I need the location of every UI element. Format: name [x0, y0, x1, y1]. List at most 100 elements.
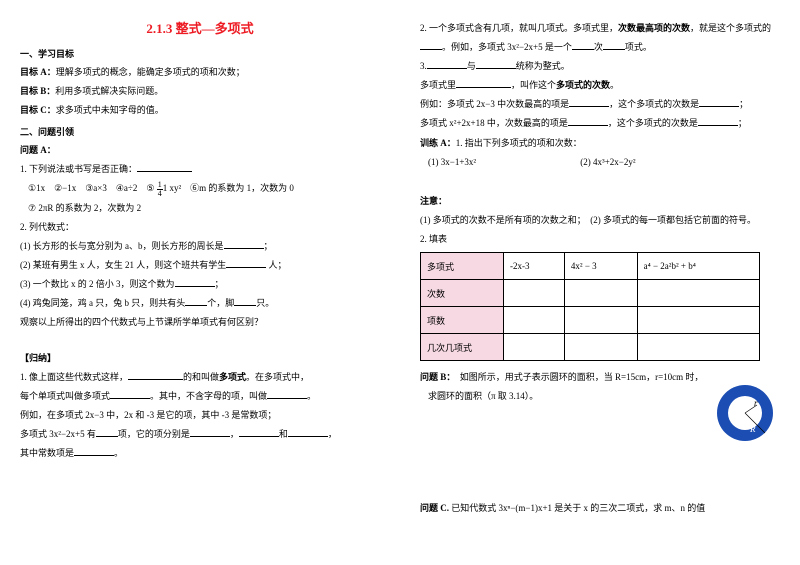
- blank: [420, 40, 442, 50]
- th-degree: 次数: [421, 280, 504, 307]
- qb-text: 如图所示，用式子表示圆环的面积，当 R=15cm，r=10cm 时，: [460, 372, 704, 382]
- goal-b-label: 目标 B：: [20, 86, 55, 96]
- r4: 多项式里 ，叫作这个多项式的次数。: [420, 77, 780, 94]
- qc-text: 已知代数式 3xⁿ−(m−1)x+1 是关于 x 的三次二项式，求 m、n 的值: [449, 503, 705, 513]
- goal-c-line: 目标 C：求多项式中未知字母的值。: [20, 102, 380, 119]
- blank: [110, 389, 150, 399]
- q2-3-text: (3) 一个数比 x 的 2 倍小 3，则这个数为: [20, 279, 175, 289]
- spacer: [420, 448, 780, 498]
- cell-blank: [504, 280, 565, 307]
- train-a-exercises: (1) 3x−1+3x² (2) 4x³+2x−2y²: [420, 154, 780, 171]
- note-head: 注意：: [420, 193, 780, 210]
- th-poly: 多项式: [421, 253, 504, 280]
- note-bold: 注意：: [420, 196, 447, 206]
- goal-b-line: 目标 B：利用多项式解决实际问题。: [20, 83, 380, 100]
- q1-opts-a: ①1x ②−1x ③a×3 ④a÷2 ⑤: [28, 183, 157, 193]
- blank: [226, 258, 266, 268]
- r6a: 多项式 x²+2x+18 中，次数最高的项是: [420, 118, 568, 128]
- blank: [603, 40, 625, 50]
- q2-3: (3) 一个数比 x 的 2 倍小 3，则这个数为；: [20, 276, 380, 293]
- r2: 。例如，多项式 3x²−2x+5 是一个次项式。: [420, 39, 780, 56]
- question-a-label: 问题 A：: [20, 142, 380, 159]
- fill-label: 2. 填表: [420, 231, 780, 248]
- table-row: 次数: [421, 280, 760, 307]
- g5-text: 其中常数项是: [20, 448, 74, 458]
- blank: [476, 59, 516, 69]
- table-row: 几次几项式: [421, 334, 760, 361]
- blank: [137, 162, 192, 172]
- spacer: [420, 173, 780, 191]
- qc-label: 问题 C.: [420, 503, 449, 513]
- ex2: (2) 4x³+2x−2y²: [580, 157, 635, 167]
- blank: [572, 40, 594, 50]
- r4d: 。: [610, 80, 619, 90]
- blank: [224, 239, 264, 249]
- blank: [185, 296, 207, 306]
- g4: 多项式 3x²−2x+5 有项，它的项分别是，和，: [20, 426, 380, 443]
- blank: [427, 59, 467, 69]
- r4c-bold: 多项式的次数: [556, 80, 610, 90]
- cell-blank: [504, 334, 565, 361]
- cell-blank: [564, 334, 637, 361]
- tc2: 4x² − 3: [564, 253, 637, 280]
- cell-blank: [504, 307, 565, 334]
- blank: [267, 389, 307, 399]
- goal-c-label: 目标 C：: [20, 105, 56, 115]
- g2a: 每个单项式叫做多项式: [20, 391, 110, 401]
- ex1: (1) 3x−1+3x²: [428, 154, 578, 171]
- qb-label: 问题 B：: [420, 372, 451, 382]
- r2a: 。例如，多项式 3x²−2x+5 是一个: [442, 42, 572, 52]
- g1a: 1. 像上面这些代数式这样，: [20, 372, 128, 382]
- note-body: (1) 多项式的次数不是所有项的次数之和； (2) 多项式的每一项都包括它前面的…: [420, 212, 780, 229]
- ring-r-label: r: [754, 398, 758, 408]
- g2: 每个单项式叫做多项式。其中，不含字母的项，叫做。: [20, 388, 380, 405]
- blank: [239, 427, 279, 437]
- q2-1-text: (1) 长方形的长与宽分别为 a、b，则长方形的周长是: [20, 241, 224, 251]
- q1-opts-line2: ⑦ 2πR 的系数为 2，次数为 2: [20, 200, 380, 217]
- ring-lines-icon: [710, 378, 780, 448]
- g1d: 。在多项式中，: [246, 372, 309, 382]
- r4b: ，叫作这个: [511, 80, 556, 90]
- g1c-bold: 多项式: [219, 372, 246, 382]
- blank: [698, 116, 738, 126]
- q2-4a: (4) 鸡兔同笼，鸡 a 只，兔 b 只，则共有头: [20, 298, 185, 308]
- r4a: 多项式里: [420, 80, 456, 90]
- r3: 3.与统称为整式。: [420, 58, 780, 75]
- g2b: 。其中，不含字母的项，叫做: [150, 391, 267, 401]
- th-terms: 项数: [421, 307, 504, 334]
- g3: 例如，在多项式 2x−3 中，2x 和 -3 是它的项，其中 -3 是常数项；: [20, 407, 380, 424]
- q2-obs: 观察以上所得出的四个代数式与上节课所学单项式有何区别？: [20, 314, 380, 331]
- r2b: 次: [594, 42, 603, 52]
- q1-opts-b: xy² ⑥m 的系数为 1，次数为 0: [167, 183, 294, 193]
- q1-line: 1. 下列说法或书写是否正确：: [20, 161, 380, 178]
- cell-blank: [637, 280, 759, 307]
- r1: 2. 一个多项式含有几项，就叫几项式。多项式里，次数最高项的次数，就是这个多项式…: [420, 20, 780, 37]
- r1a: 2. 一个多项式含有几项，就叫几项式。多项式里，: [420, 23, 618, 33]
- g1: 1. 像上面这些代数式这样， 的和叫做多项式。在多项式中，: [20, 369, 380, 386]
- poly-table: 多项式 -2x-3 4x² − 3 a⁴ − 2a²b² + b⁴ 次数 项数 …: [420, 252, 760, 361]
- blank: [128, 370, 183, 380]
- q1-text: 1. 下列说法或书写是否正确：: [20, 164, 137, 174]
- g4a: 多项式 3x²−2x+5 有: [20, 429, 96, 439]
- guide-head: 【归纳】: [20, 350, 380, 367]
- blank: [456, 78, 511, 88]
- blank: [175, 277, 215, 287]
- r1b-bold: 次数最高项的次数: [618, 23, 690, 33]
- guide-bold: 【归纳】: [20, 353, 56, 363]
- cell-blank: [637, 307, 759, 334]
- g1b: 的和叫做: [183, 372, 219, 382]
- qc-line: 问题 C. 已知代数式 3xⁿ−(m−1)x+1 是关于 x 的三次二项式，求 …: [420, 500, 780, 517]
- goal-a-label: 目标 A：: [20, 67, 56, 77]
- th-desc: 几次几项式: [421, 334, 504, 361]
- blank: [699, 97, 739, 107]
- fraction-1-1-4: 14: [157, 181, 163, 198]
- q2-1: (1) 长方形的长与宽分别为 a、b，则长方形的周长是；: [20, 238, 380, 255]
- tc3: a⁴ − 2a²b² + b⁴: [637, 253, 759, 280]
- blank: [234, 296, 256, 306]
- goal-c-text: 求多项式中未知字母的值。: [56, 105, 164, 115]
- blank: [190, 427, 230, 437]
- train-a: 训练 A：1. 指出下列多项式的项和次数：: [420, 135, 780, 152]
- blank: [288, 427, 328, 437]
- table-row: 项数: [421, 307, 760, 334]
- goal-a-text: 理解多项式的概念，能确定多项式的项和次数；: [56, 67, 245, 77]
